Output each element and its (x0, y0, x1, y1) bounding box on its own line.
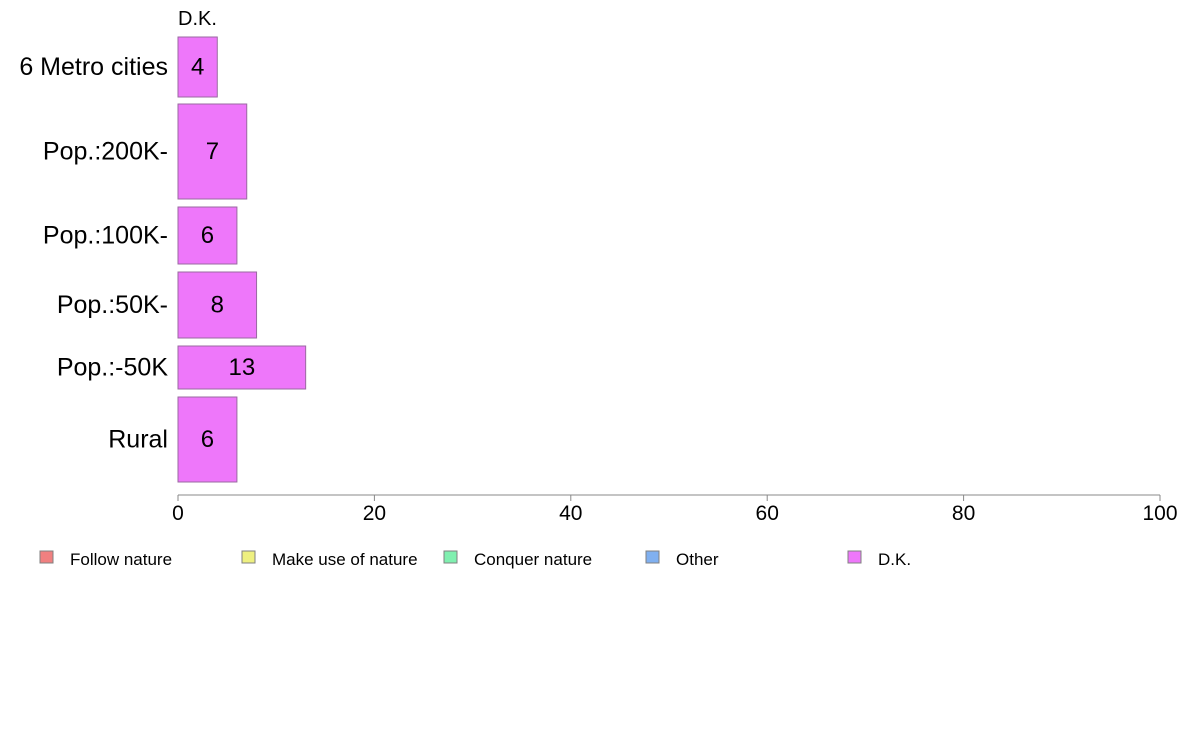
bar-value-label: 6 (201, 222, 214, 249)
category-labels: 6 Metro cities Pop.:200K- Pop.:100K- Pop.:5… (19, 53, 168, 454)
bar-d-k--1 (177, 103, 248, 200)
bar-group (177, 36, 307, 483)
legend-swatch-d-k- (847, 550, 862, 564)
x-tick-label: 60 (756, 502, 779, 525)
category-label: Rural (108, 426, 168, 454)
bar-value-label: 13 (228, 354, 255, 381)
bar-value-label: 6 (201, 426, 214, 453)
legend-swatch-follow-nature (39, 550, 54, 564)
bar-value-label: 4 (191, 54, 204, 81)
legend-swatch-make-use-of-nature (241, 550, 256, 564)
x-axis: 0 20 40 60 80 100 (172, 494, 1178, 525)
category-label: Pop.:50K- (57, 291, 168, 319)
legend-label-conquer-nature: Conquer nature (474, 550, 592, 569)
legend-label-d-k-: D.K. (878, 550, 911, 569)
legend-swatch-other (645, 550, 660, 564)
legend-swatch-conquer-nature (443, 550, 458, 564)
bar-d-k--5 (177, 396, 238, 483)
category-label: Pop.:200K- (43, 138, 168, 166)
x-tick-label: 0 (172, 502, 184, 525)
category-label: 6 Metro cities (19, 53, 168, 81)
bar-d-k--0 (177, 36, 218, 98)
bar-value-labels: 4 7 6 8 13 6 (191, 54, 255, 454)
bar-d-k--4 (177, 345, 307, 390)
legend-label-make-use-of-nature: Make use of nature (272, 550, 418, 569)
bar-d-k--2 (177, 206, 238, 265)
series-title: D.K. (178, 8, 217, 30)
x-tick-label: 100 (1142, 502, 1177, 525)
bar-d-k--3 (177, 271, 258, 339)
bar-value-label: 8 (211, 292, 224, 319)
category-label: Pop.:100K- (43, 222, 168, 250)
x-tick-label: 80 (952, 502, 975, 525)
legend: Follow nature Make use of nature Conquer n… (39, 550, 911, 569)
legend-label-other: Other (676, 550, 719, 569)
x-tick-label: 40 (559, 502, 582, 525)
bar-value-label: 7 (206, 138, 219, 165)
legend-label-follow-nature: Follow nature (70, 550, 172, 569)
x-tick-label: 20 (363, 502, 386, 525)
category-label: Pop.:-50K (57, 354, 169, 382)
